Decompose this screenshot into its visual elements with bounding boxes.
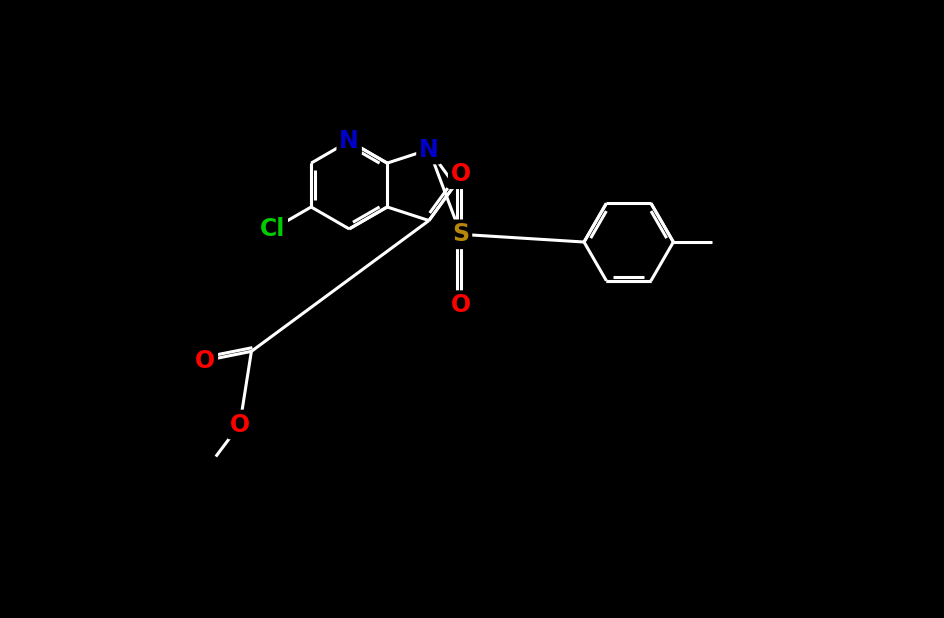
Text: O: O: [194, 349, 215, 373]
Text: O: O: [450, 163, 470, 186]
Text: O: O: [229, 412, 249, 436]
Text: Cl: Cl: [260, 218, 285, 241]
Text: N: N: [339, 129, 359, 153]
Text: N: N: [418, 138, 438, 161]
Text: O: O: [450, 293, 470, 317]
Text: S: S: [452, 222, 469, 247]
